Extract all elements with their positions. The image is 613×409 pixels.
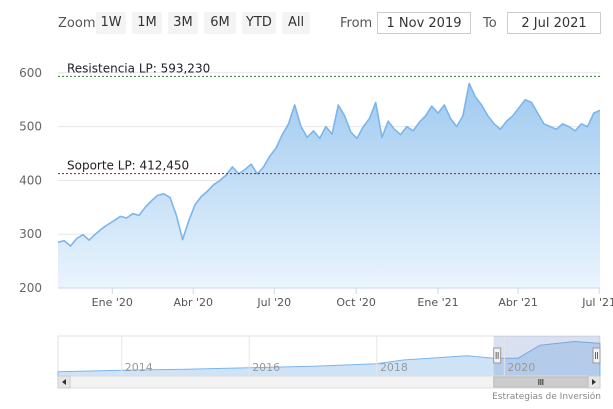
handle-grip-icon xyxy=(595,352,598,359)
navigator-year-label: 2014 xyxy=(125,361,153,374)
navigator-selection[interactable] xyxy=(493,336,600,376)
scrollbar-grip-icon xyxy=(538,379,544,385)
to-date-input[interactable]: 2 Jul 2021 xyxy=(507,12,601,34)
y-tick-label: 600 xyxy=(19,66,42,80)
from-label: From xyxy=(340,16,373,31)
navigator-year-label: 2018 xyxy=(380,361,408,374)
range-button-3m[interactable]: 3M xyxy=(168,12,198,34)
zoom-label: Zoom xyxy=(58,16,96,31)
y-axis: 200 300 400 500 600 xyxy=(19,66,42,295)
y-tick-label: 200 xyxy=(19,281,42,295)
range-button-all[interactable]: All xyxy=(282,12,310,34)
from-date-input[interactable]: 1 Nov 2019 xyxy=(377,12,471,34)
x-tick-label: Ene '20 xyxy=(92,296,133,309)
x-axis: Ene '20 Abr '20 Jul '20 Oct '20 Ene '21 Abr '… xyxy=(92,288,613,309)
arrow-right-icon xyxy=(592,379,596,385)
x-tick-label: Ene '21 xyxy=(417,296,458,309)
navigator-left-handle[interactable] xyxy=(493,347,502,364)
navigator[interactable]: 2014 2016 2018 2020 xyxy=(57,335,601,377)
navigator-year-label: 2016 xyxy=(252,361,280,374)
credits-text: Estrategias de Inversión xyxy=(492,391,601,402)
x-tick-label: Jul '21 xyxy=(581,296,613,309)
range-button-6m[interactable]: 6M xyxy=(204,12,236,34)
navigator-right-handle[interactable] xyxy=(592,347,601,364)
navigator-year-label: 2020 xyxy=(507,361,535,374)
scrollbar[interactable] xyxy=(57,375,601,389)
range-button-ytd[interactable]: YTD xyxy=(242,12,276,34)
range-selector-toolbar: Zoom 1W 1M 3M 6M YTD All From 1 Nov 2019… xyxy=(0,0,613,40)
resistance-label: Resistencia LP: 593,230 xyxy=(67,61,210,75)
range-button-1w[interactable]: 1W xyxy=(96,12,126,34)
x-tick-label: Abr '21 xyxy=(498,296,538,309)
y-tick-label: 500 xyxy=(19,120,42,134)
x-tick-label: Oct '20 xyxy=(336,296,376,309)
y-tick-label: 300 xyxy=(19,227,42,241)
x-tick-label: Jul '20 xyxy=(256,296,291,309)
series-area xyxy=(58,83,600,288)
x-tick-label: Abr '20 xyxy=(173,296,213,309)
arrow-left-icon xyxy=(62,379,66,385)
to-label: To xyxy=(483,16,497,31)
y-tick-label: 400 xyxy=(19,173,42,187)
range-button-1m[interactable]: 1M xyxy=(132,12,162,34)
support-label: Soporte LP: 412,450 xyxy=(67,159,189,173)
series-line xyxy=(57,82,601,247)
annotations: Resistencia LP: 593,230 Soporte LP: 412,4… xyxy=(58,61,600,175)
handle-grip-icon xyxy=(495,352,499,359)
